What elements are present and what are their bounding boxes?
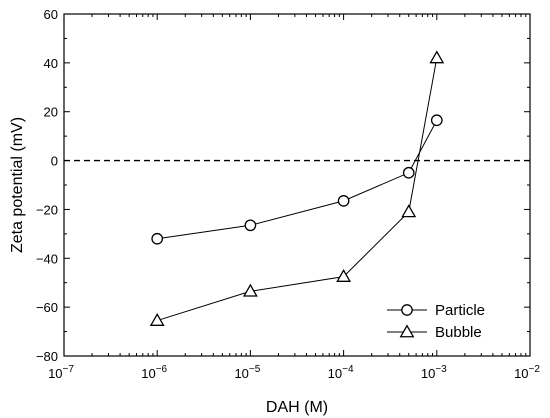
bubble-point <box>336 268 352 282</box>
plot-frame <box>63 13 531 357</box>
y-tick-label: 0 <box>51 154 58 169</box>
bubble-point <box>242 283 258 297</box>
legend-bubble-label: Bubble <box>435 324 482 341</box>
y-tick-label: 60 <box>44 7 58 22</box>
x-tick-label: 10−7 <box>48 364 74 381</box>
y-tick-label: −40 <box>36 251 58 266</box>
particle-point <box>430 114 443 127</box>
particle-point <box>337 195 350 207</box>
y-tick-label: 40 <box>44 56 58 71</box>
legend: Particle Bubble <box>387 302 485 341</box>
y-tick-label: −60 <box>36 300 58 315</box>
bubble-point <box>149 312 165 326</box>
y-tick-label: −20 <box>36 202 58 217</box>
ticks-layer: 10−7 10−6 10−5 10−4 10−3 10−2 60 40 20 0 −20 −40 −60… <box>36 7 540 381</box>
bubble-point <box>401 204 417 218</box>
x-tick-label: 10−3 <box>421 364 447 381</box>
x-axis-title: DAH (M) <box>266 399 328 416</box>
series-bubble <box>149 50 445 326</box>
x-tick-label: 10−5 <box>234 364 260 381</box>
legend-particle-marker <box>401 304 413 316</box>
y-tick-label: −80 <box>36 349 58 364</box>
y-tick-label: 20 <box>44 105 58 120</box>
y-axis-title: Zeta potential (mV) <box>9 117 26 253</box>
series-particle <box>151 114 443 245</box>
particle-point <box>244 219 257 232</box>
x-tick-label: 10−2 <box>514 364 540 381</box>
particle-line <box>157 120 438 240</box>
series-layer <box>149 50 445 326</box>
x-tick-label: 10−4 <box>328 364 354 381</box>
legend-particle-label: Particle <box>435 302 485 319</box>
bubble-point <box>429 50 445 64</box>
particle-point <box>402 166 415 179</box>
bubble-line <box>157 57 438 322</box>
particle-point <box>151 232 164 245</box>
x-tick-label: 10−6 <box>141 364 167 381</box>
legend-bubble-marker <box>399 324 415 338</box>
